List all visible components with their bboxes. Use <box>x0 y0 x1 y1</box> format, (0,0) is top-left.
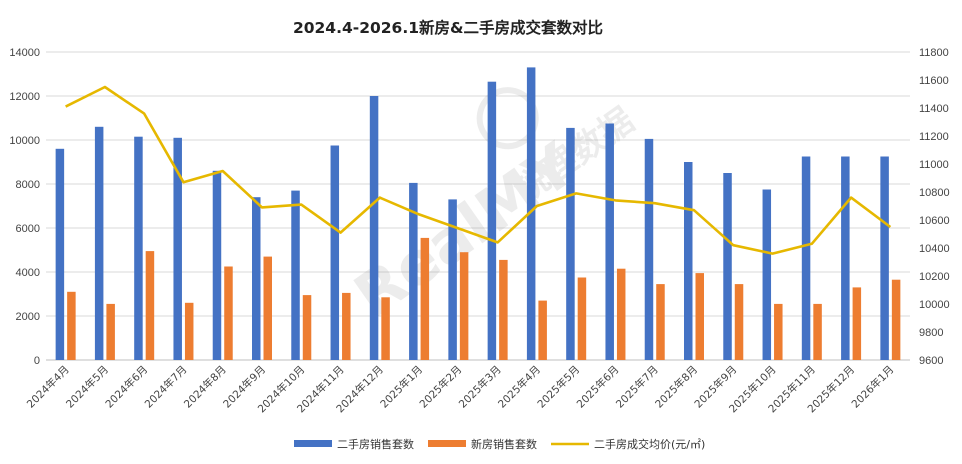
bar-new-count <box>263 256 272 360</box>
left-tick-label: 2000 <box>16 311 40 323</box>
left-axis: 0 2000 4000 6000 8000 10000 12000 14000 <box>9 47 40 367</box>
bar-resale-count <box>173 137 182 360</box>
right-tick-label: 10800 <box>919 187 950 199</box>
bar-new-count <box>852 287 862 360</box>
bar-resale-count <box>801 156 811 360</box>
legend-label: 二手房销售套数 <box>337 437 414 451</box>
bar-new-count <box>381 297 390 360</box>
bar-resale-count <box>684 162 693 360</box>
right-tick-label: 10000 <box>919 299 950 311</box>
bar-new-count <box>577 277 587 360</box>
bar-new-count <box>420 237 430 360</box>
x-tick-label: 2026年1月 <box>849 363 897 411</box>
bar-resale-count <box>723 173 732 360</box>
left-tick-label: 10000 <box>9 135 40 147</box>
bar-new-count <box>813 303 822 360</box>
bar-new-count <box>774 303 783 360</box>
chart-title: 2024.4-2026.1新房&二手房成交套数对比 <box>293 18 603 37</box>
legend-label: 新房销售套数 <box>471 437 537 451</box>
legend: 二手房销售套数 新房销售套数 二手房成交均价(元/㎡) <box>294 437 705 451</box>
bar-new-count <box>106 303 115 360</box>
bar-resale-count <box>409 182 418 360</box>
right-tick-label: 10600 <box>919 215 950 227</box>
bar-new-count <box>184 302 194 360</box>
right-tick-label: 9800 <box>919 327 943 339</box>
bar-resale-count <box>526 67 536 361</box>
price-line <box>65 85 892 255</box>
price-line-path <box>65 85 892 255</box>
left-tick-label: 0 <box>34 355 40 367</box>
bar-resale-count <box>566 127 575 361</box>
bar-resale-count <box>291 190 300 360</box>
legend-label: 二手房成交均价(元/㎡) <box>594 437 705 451</box>
left-tick-label: 4000 <box>16 267 40 279</box>
bar-resale-count <box>369 96 379 360</box>
bar-resale-count <box>841 156 850 360</box>
bar-new-count <box>656 284 665 360</box>
bar-new-count <box>499 259 508 360</box>
bar-new-count <box>224 266 233 360</box>
right-axis: 9600 9800 10000 10200 10400 10600 10800 11000 11… <box>919 47 950 367</box>
bar-resale-count <box>448 199 457 360</box>
legend-swatch <box>294 440 332 447</box>
bar-resale-count <box>487 81 497 360</box>
x-axis: 2024年4月2024年5月2024年6月2024年7月2024年8月2024年… <box>24 363 896 415</box>
left-tick-label: 6000 <box>16 223 40 235</box>
left-tick-label: 8000 <box>16 179 40 191</box>
right-tick-label: 11600 <box>919 75 949 87</box>
bar-new-count <box>538 300 547 360</box>
bar-resale-count <box>644 138 654 360</box>
bar-new-count <box>616 268 626 360</box>
bar-new-count <box>695 273 704 360</box>
bar-resale-count <box>605 123 614 360</box>
bars <box>55 67 901 361</box>
bar-resale-count <box>330 145 340 360</box>
right-tick-label: 10200 <box>919 271 950 283</box>
right-tick-label: 11800 <box>919 47 949 59</box>
bar-resale-count <box>252 197 261 360</box>
bar-new-count <box>67 291 76 360</box>
bar-new-count <box>459 252 469 360</box>
bar-resale-count <box>94 126 104 360</box>
bar-new-count <box>145 251 155 360</box>
bar-resale-count <box>212 170 222 360</box>
bar-new-count <box>302 295 312 360</box>
bar-new-count <box>342 292 351 360</box>
bar-resale-count <box>762 189 772 360</box>
bar-resale-count <box>134 136 143 360</box>
bar-resale-count <box>55 148 65 360</box>
right-tick-label: 9600 <box>919 355 943 367</box>
left-tick-label: 14000 <box>9 47 40 59</box>
legend-swatch <box>428 440 466 447</box>
bar-new-count <box>891 279 901 360</box>
bar-resale-count <box>880 156 889 360</box>
right-tick-label: 10400 <box>919 243 950 255</box>
right-tick-label: 11000 <box>919 159 949 171</box>
left-tick-label: 12000 <box>9 91 40 103</box>
bar-new-count <box>734 284 744 360</box>
right-tick-label: 11200 <box>919 131 949 143</box>
right-tick-label: 11400 <box>919 103 949 115</box>
